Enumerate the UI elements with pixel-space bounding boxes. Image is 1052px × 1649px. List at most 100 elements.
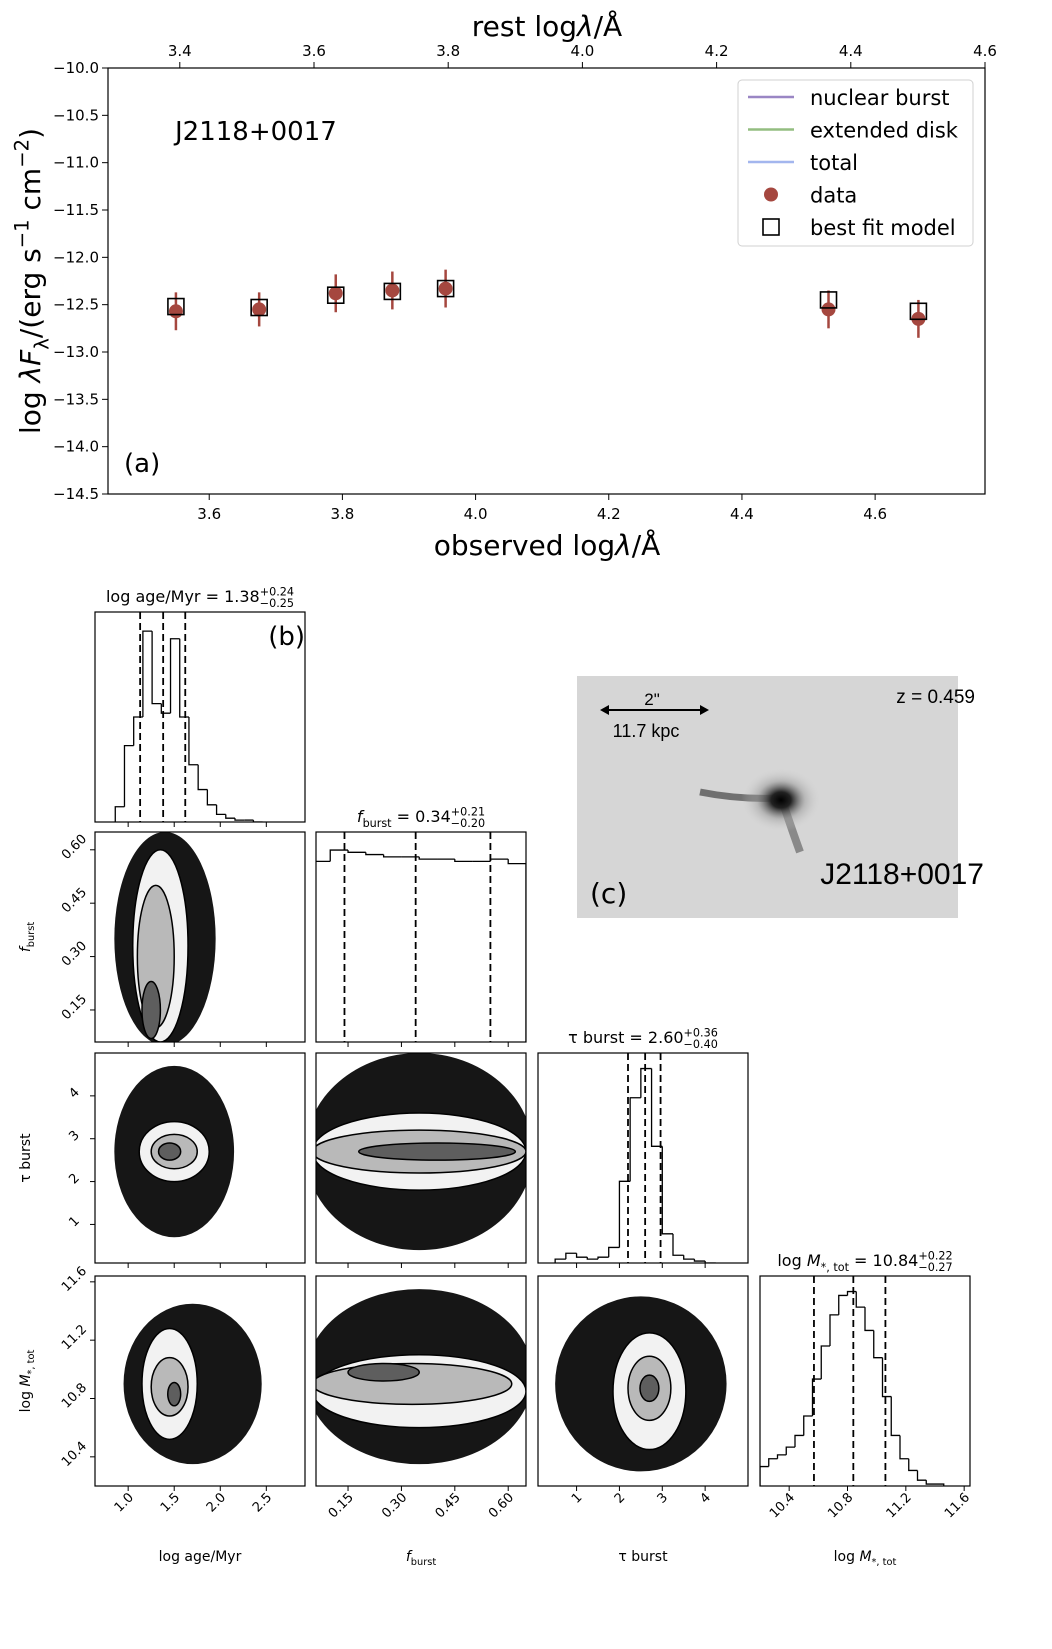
histogram-step bbox=[489, 858, 509, 862]
panel-label: (c) bbox=[590, 877, 627, 910]
histogram-step bbox=[133, 716, 143, 746]
y-tick-label: 10.4 bbox=[59, 1439, 90, 1470]
axes-frame bbox=[107, 67, 986, 495]
histogram-step bbox=[454, 859, 473, 863]
histogram-step bbox=[760, 1465, 769, 1486]
panel bbox=[316, 1053, 526, 1263]
x-tick-label: 4.0 bbox=[464, 505, 488, 523]
histogram-title: fburst = 0.34+0.21 −0.20 bbox=[357, 805, 485, 830]
histogram-step bbox=[418, 856, 438, 860]
x2-tick-label: 3.6 bbox=[302, 42, 326, 60]
x-axis-label-part: τ burst bbox=[618, 1549, 668, 1565]
x2-tick-label: 4.0 bbox=[570, 42, 594, 60]
histogram-step bbox=[365, 852, 384, 856]
histogram-step bbox=[151, 631, 162, 705]
legend-label: total bbox=[810, 151, 858, 175]
plot-area bbox=[167, 269, 928, 338]
histogram-title-part: +0.22 bbox=[918, 1249, 952, 1262]
x-tick-label: 1 bbox=[569, 1490, 585, 1506]
histogram-step bbox=[123, 744, 134, 807]
x2-tick-label: 4.6 bbox=[973, 42, 997, 60]
data-point bbox=[252, 302, 267, 317]
histogram-step bbox=[507, 859, 526, 1042]
y-tick-label: 2 bbox=[66, 1171, 82, 1187]
x-axis-label-part: observed log bbox=[434, 529, 615, 562]
histogram-title-part: −0.20 bbox=[451, 817, 485, 830]
histogram-title-part: *, tot bbox=[821, 1261, 850, 1274]
y-axis-label: log M*, tot bbox=[18, 1349, 37, 1412]
x-tick-label: 3.6 bbox=[197, 505, 221, 523]
histogram-step bbox=[618, 1180, 631, 1248]
histogram-step bbox=[925, 1480, 935, 1485]
y-tick-label: 11.6 bbox=[59, 1264, 90, 1295]
x-tick-label: 0.30 bbox=[379, 1490, 410, 1521]
panel bbox=[316, 1276, 526, 1486]
x-tick-label: 4.4 bbox=[730, 505, 754, 523]
histogram-step bbox=[803, 1415, 813, 1436]
histogram-step bbox=[704, 1261, 716, 1263]
y-tick-label: 0.15 bbox=[59, 992, 90, 1023]
y-axis-label-part: f bbox=[18, 945, 34, 952]
histogram-title-part: log age/Myr = 1.38 bbox=[106, 587, 260, 606]
object-name: J2118+0017 bbox=[820, 858, 984, 891]
histogram-step bbox=[908, 1458, 918, 1472]
panel-label: (a) bbox=[124, 449, 160, 479]
panel-frame bbox=[315, 1275, 527, 1487]
x-tick-label: 1.0 bbox=[112, 1490, 137, 1515]
x-tick-label: 0.15 bbox=[326, 1490, 357, 1521]
histogram-step bbox=[768, 1458, 778, 1467]
panel bbox=[554, 1053, 716, 1263]
density-contour bbox=[157, 1142, 182, 1161]
data-point bbox=[821, 302, 836, 317]
x2-tick-label: 3.4 bbox=[168, 42, 192, 60]
density-contour bbox=[347, 1362, 420, 1382]
y-axis-label-part: burst bbox=[26, 922, 37, 948]
y-tick-label: −14.0 bbox=[53, 438, 99, 456]
histogram-title-part: +0.24 bbox=[260, 585, 294, 598]
y-tick-label: −12.5 bbox=[53, 296, 99, 314]
x-tick-label: 4 bbox=[698, 1490, 714, 1506]
x2-axis-label-part: /Å bbox=[594, 9, 623, 43]
x-tick-label: 4.6 bbox=[863, 505, 887, 523]
data-point bbox=[438, 281, 453, 296]
histogram-step bbox=[650, 1068, 663, 1147]
x2-tick-label: 3.8 bbox=[436, 42, 460, 60]
histogram-step bbox=[776, 1454, 787, 1459]
histogram-step bbox=[225, 814, 235, 819]
y-axis-label-part: log bbox=[14, 382, 47, 434]
panel-frame bbox=[537, 1052, 749, 1264]
histogram-title: log M*, tot = 10.84+0.22 −0.27 bbox=[777, 1249, 952, 1274]
panel-frame bbox=[759, 1275, 971, 1487]
y-axis-label-part: cm bbox=[14, 168, 47, 220]
x-axis-label-part: log bbox=[834, 1549, 860, 1565]
x-tick-label: 4.2 bbox=[597, 505, 621, 523]
density-contour bbox=[167, 1381, 182, 1407]
legend-label: best fit model bbox=[810, 216, 956, 240]
histogram-step bbox=[661, 1146, 673, 1235]
histogram-step bbox=[829, 1314, 839, 1346]
histogram-step bbox=[820, 1345, 830, 1380]
x-tick-label: 11.2 bbox=[884, 1490, 915, 1521]
legend-swatch bbox=[764, 187, 778, 202]
x-axis-label-part: log age/Myr bbox=[159, 1549, 242, 1565]
y-tick-label: 1 bbox=[66, 1214, 82, 1230]
y-tick-label: −11.0 bbox=[53, 154, 99, 172]
galaxy bbox=[741, 768, 821, 832]
y-axis-label-part: −2 bbox=[10, 139, 33, 168]
y-axis-label-part: λF bbox=[14, 349, 47, 385]
y-axis-label-part: M bbox=[18, 1374, 34, 1386]
x-axis-label: observed logλ/Å bbox=[434, 528, 661, 562]
histogram-step bbox=[873, 1330, 883, 1359]
y-tick-label: 0.45 bbox=[59, 885, 90, 916]
y-axis-label-part: ) bbox=[14, 128, 47, 139]
x2-tick-label: 4.2 bbox=[705, 42, 729, 60]
y-tick-label: −10.5 bbox=[53, 106, 99, 124]
legend-box bbox=[737, 79, 974, 247]
model-point bbox=[909, 302, 928, 321]
histogram-title-part: = 0.34 bbox=[392, 807, 451, 826]
x-axis-label-part: /Å bbox=[632, 528, 661, 562]
x-tick-label: 2 bbox=[612, 1490, 628, 1506]
y-tick-label: −13.0 bbox=[53, 343, 99, 361]
panel bbox=[760, 1276, 945, 1486]
histogram-step bbox=[794, 1434, 804, 1448]
